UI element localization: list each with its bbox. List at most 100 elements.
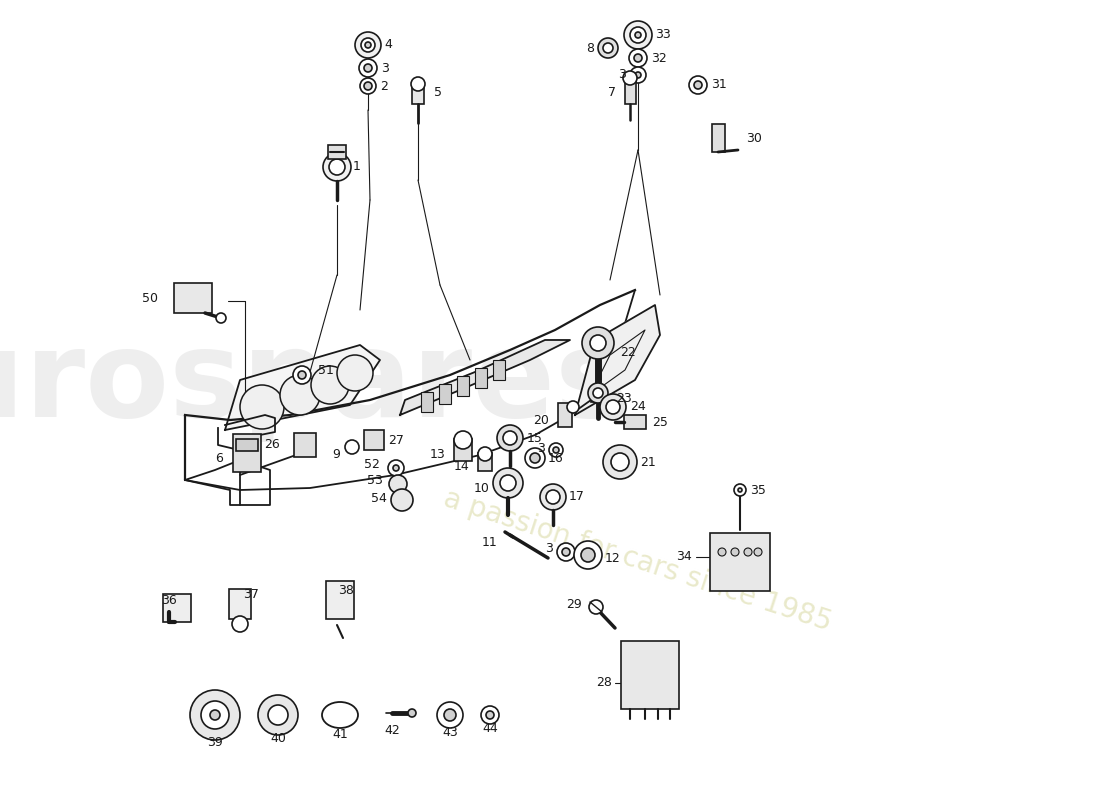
Bar [233, 434, 261, 472]
Circle shape [582, 327, 614, 359]
Text: 33: 33 [654, 29, 671, 42]
Text: eurospares: eurospares [0, 326, 628, 442]
Bar [625, 80, 636, 104]
Text: 5: 5 [434, 86, 442, 99]
Text: 4: 4 [384, 38, 392, 51]
Circle shape [337, 355, 373, 391]
Text: 22: 22 [620, 346, 636, 359]
Circle shape [603, 445, 637, 479]
Circle shape [540, 484, 566, 510]
Circle shape [610, 453, 629, 471]
Text: 40: 40 [271, 731, 286, 745]
Circle shape [388, 460, 404, 476]
Bar [174, 283, 212, 313]
Circle shape [744, 548, 752, 556]
Text: 37: 37 [243, 587, 258, 601]
Text: 1: 1 [353, 161, 361, 174]
Circle shape [624, 21, 652, 49]
Circle shape [293, 366, 311, 384]
Circle shape [566, 401, 579, 413]
Text: 13: 13 [429, 449, 446, 462]
Circle shape [389, 475, 407, 493]
Bar [456, 376, 469, 396]
Circle shape [444, 709, 456, 721]
Circle shape [734, 484, 746, 496]
Text: 21: 21 [640, 455, 656, 469]
Text: 39: 39 [207, 737, 223, 750]
Bar [712, 124, 725, 152]
Text: 7: 7 [608, 86, 616, 98]
Circle shape [359, 59, 377, 77]
Circle shape [630, 27, 646, 43]
Circle shape [590, 335, 606, 351]
Bar [294, 433, 316, 457]
Bar [439, 384, 451, 404]
Circle shape [390, 489, 412, 511]
Circle shape [732, 548, 739, 556]
Circle shape [581, 548, 595, 562]
Circle shape [258, 695, 298, 735]
Text: 50: 50 [142, 291, 158, 305]
Circle shape [497, 425, 522, 451]
Bar [328, 145, 346, 159]
Circle shape [635, 72, 641, 78]
Bar [478, 453, 492, 471]
Circle shape [574, 541, 602, 569]
Circle shape [588, 383, 608, 403]
Circle shape [588, 600, 603, 614]
Circle shape [329, 159, 345, 175]
Circle shape [503, 431, 517, 445]
Text: 8: 8 [586, 42, 594, 54]
Text: 3: 3 [381, 62, 389, 74]
Circle shape [361, 38, 375, 52]
Bar [326, 581, 354, 619]
Circle shape [364, 64, 372, 72]
Circle shape [606, 400, 620, 414]
Circle shape [718, 548, 726, 556]
Text: a passion for cars since 1985: a passion for cars since 1985 [440, 484, 836, 636]
Polygon shape [226, 345, 380, 430]
Circle shape [201, 701, 229, 729]
Text: 3: 3 [537, 442, 544, 454]
Circle shape [311, 366, 349, 404]
Bar [364, 430, 384, 450]
Circle shape [689, 76, 707, 94]
Text: 32: 32 [651, 51, 667, 65]
Text: 24: 24 [630, 401, 646, 414]
Text: 15: 15 [527, 431, 543, 445]
Circle shape [355, 32, 381, 58]
Bar [624, 415, 646, 429]
Circle shape [486, 711, 494, 719]
Bar [475, 368, 487, 388]
Bar [421, 392, 433, 412]
Circle shape [364, 82, 372, 90]
Text: 16: 16 [548, 451, 563, 465]
Text: 51: 51 [318, 365, 334, 378]
Circle shape [738, 488, 742, 492]
Text: 20: 20 [534, 414, 549, 426]
Circle shape [593, 388, 603, 398]
Text: 9: 9 [332, 449, 340, 462]
Text: 28: 28 [596, 677, 612, 690]
Circle shape [298, 371, 306, 379]
Ellipse shape [322, 702, 358, 728]
Bar [236, 439, 258, 451]
Circle shape [549, 443, 563, 457]
Text: 23: 23 [616, 391, 631, 405]
Text: 3: 3 [546, 542, 553, 555]
Circle shape [603, 43, 613, 53]
Circle shape [478, 447, 492, 461]
Circle shape [598, 38, 618, 58]
Circle shape [232, 616, 248, 632]
Circle shape [411, 77, 425, 91]
Text: 2: 2 [379, 79, 388, 93]
Text: 6: 6 [216, 451, 223, 465]
Circle shape [493, 468, 522, 498]
Text: 10: 10 [474, 482, 490, 494]
Text: 42: 42 [384, 723, 400, 737]
Circle shape [408, 709, 416, 717]
Circle shape [530, 453, 540, 463]
Circle shape [629, 49, 647, 67]
Polygon shape [575, 305, 660, 415]
Circle shape [280, 375, 320, 415]
